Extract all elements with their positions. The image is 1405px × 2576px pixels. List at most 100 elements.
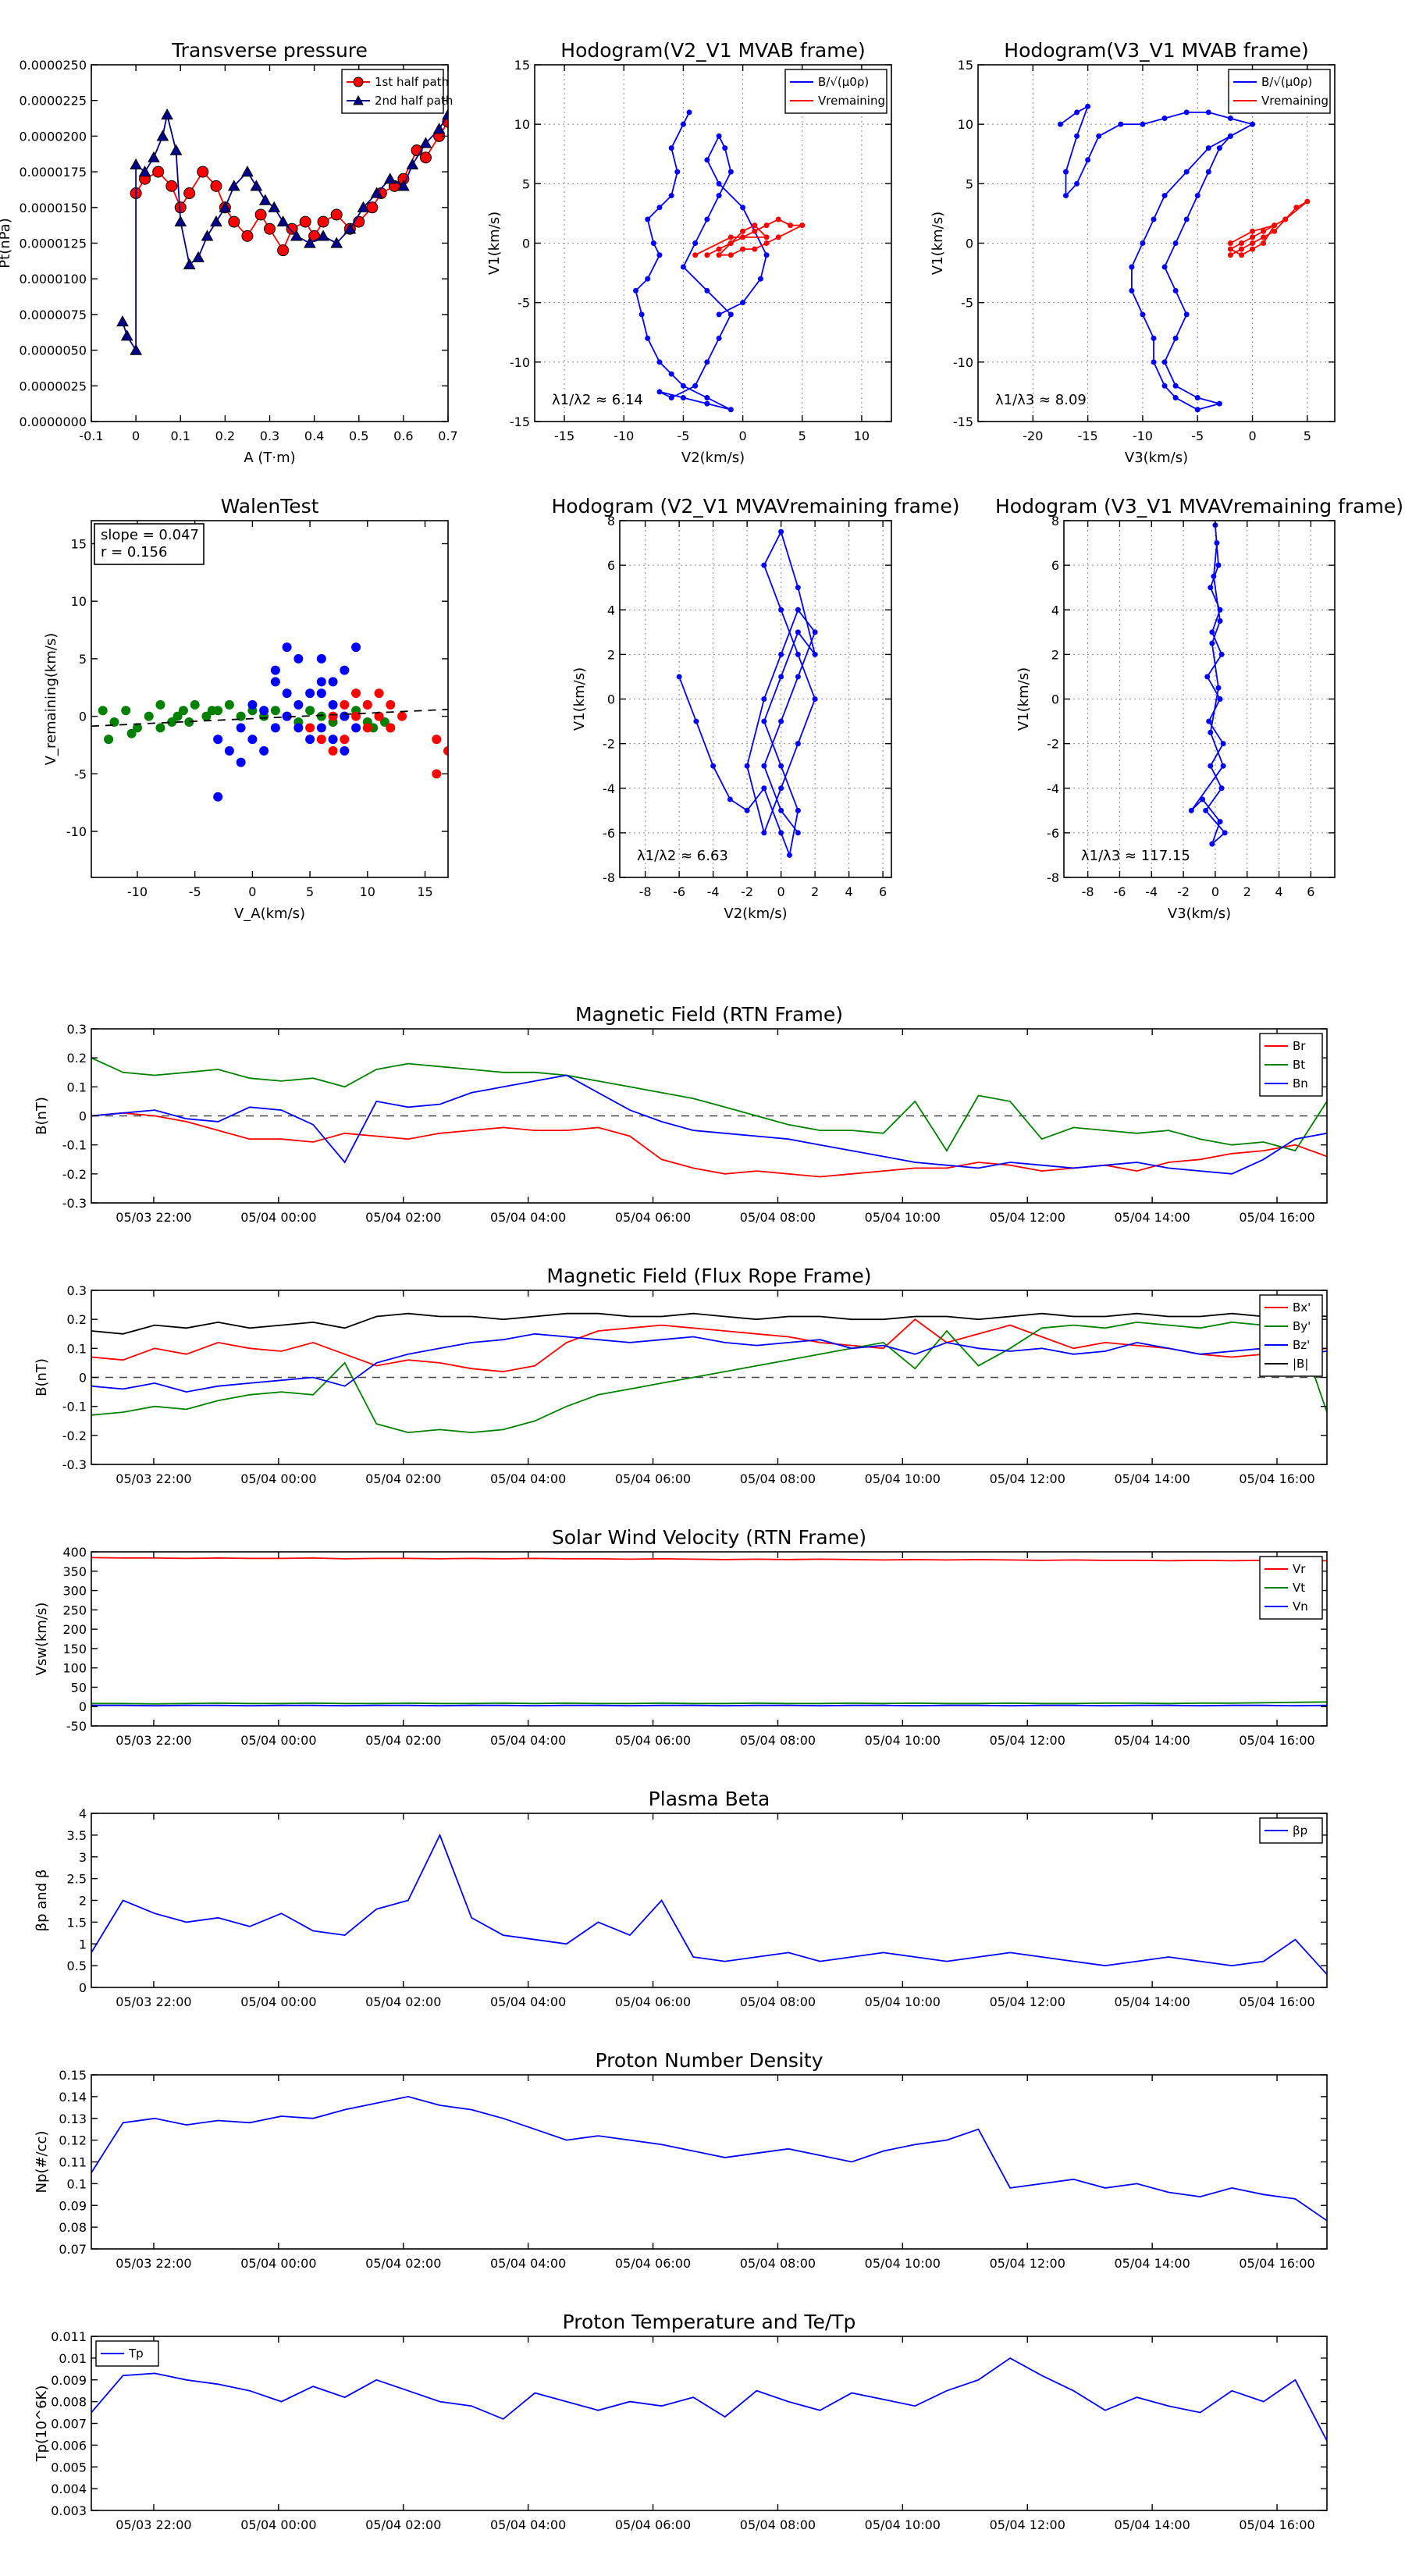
x-tick-label: 05/04 10:00 [865,1733,941,1748]
data-point [317,215,329,228]
data-point [787,852,792,858]
data-point [299,215,311,228]
data-point [1140,121,1146,127]
x-tick-label: 05/04 06:00 [615,1733,691,1748]
data-point [1151,359,1157,365]
data-point [740,246,746,252]
data-point [351,642,361,653]
y-axis-label: V1(km/s) [486,212,503,275]
data-point [778,718,784,724]
y-axis-label: βp and β [34,1870,50,1932]
y-tick-label: 2 [1051,647,1059,662]
y-tick-label: 0 [607,692,615,707]
data-point [1238,240,1244,246]
y-tick-label: 0.2 [67,1051,87,1066]
y-tick-label: 10 [958,117,973,132]
x-tick-label: 05/04 04:00 [490,1733,566,1748]
data-point [1250,240,1256,246]
legend-label: Tp [128,2347,144,2361]
x-axis-label: V2(km/s) [724,906,787,922]
data-point [270,706,280,716]
y-tick-label: 0.2 [67,1312,87,1327]
data-point [656,252,663,258]
y-tick-label: 0.005 [51,2460,87,2475]
x-tick-label: -20 [1023,429,1043,443]
y-tick-label: 150 [62,1642,87,1656]
data-point [224,745,234,756]
x-tick-label: 05/04 16:00 [1239,1733,1314,1748]
x-tick-label: 05/04 16:00 [1239,1471,1314,1486]
legend-box [341,69,444,114]
x-tick-label: 5 [1304,429,1311,443]
data-point [130,158,142,170]
data-point [152,165,165,178]
y-tick-label: 8 [1051,514,1059,528]
fit-line [91,708,448,728]
series-line-B/√(μ0ρ) [635,112,767,411]
y-tick-label: 0 [522,237,530,251]
legend-label: Vn [1293,1599,1308,1614]
data-point [126,728,137,738]
data-point [761,785,767,792]
x-tick-label: 05/04 16:00 [1239,1210,1314,1225]
data-point [1211,573,1217,579]
y-tick-label: -10 [66,824,87,839]
y-tick-label: 0.0000075 [19,308,87,322]
data-point [397,711,407,721]
data-point [432,735,442,745]
data-point [668,371,674,377]
x-tick-label: 05/04 02:00 [365,2517,441,2532]
data-point [1250,228,1256,234]
data-point [680,264,686,270]
data-point [328,677,338,687]
x-axis-label: V_A(km/s) [234,906,305,922]
data-point [167,717,177,727]
chart-title: Proton Temperature and Te/Tp [563,2311,856,2333]
y-tick-label: 4 [607,603,615,617]
data-layer [91,1557,1327,1707]
data-point [1217,607,1223,613]
data-point [1238,252,1244,258]
y-axis-label: V1(km/s) [571,667,588,731]
y-tick-label: -0.1 [62,1400,87,1414]
y-tick-label: 8 [607,514,615,528]
data-point [668,145,674,151]
y-tick-label: 5 [79,652,87,667]
y-tick-label: 100 [62,1661,87,1676]
data-point [328,699,338,710]
x-tick-label: 05/04 06:00 [615,1210,691,1225]
data-point [282,642,292,653]
y-tick-label: 1 [79,1937,87,1952]
x-tick-label: -4 [1145,884,1158,899]
data-point [290,229,303,241]
data-point [1205,109,1211,116]
data-point [201,711,212,721]
x-axis-label: A (T·m) [244,450,295,466]
legend-label: Vt [1293,1581,1305,1595]
x-tick-label: 0.3 [260,429,279,443]
data-point [1062,193,1069,199]
data-point [795,651,801,657]
data-point [1194,193,1200,199]
x-tick-label: 10 [360,884,375,899]
data-point [795,585,801,591]
series-line-βp [91,1833,1327,1975]
data-point [704,395,710,401]
y-tick-label: 0.0000025 [19,379,87,393]
data-point [704,359,710,365]
data-point [1172,335,1179,341]
y-tick-label: 0.13 [59,2112,87,2126]
x-tick-label: 0.4 [304,429,324,443]
data-point [120,329,133,341]
data-point [362,699,372,710]
data-point [1118,121,1124,127]
x-tick-label: -10 [614,429,634,443]
x-tick-label: 05/04 16:00 [1239,2256,1314,2271]
x-tick-label: 05/04 08:00 [740,1210,816,1225]
data-point [1293,205,1300,211]
data-point [716,246,722,252]
data-point [775,234,781,240]
data-point [795,807,801,813]
y-tick-label: -0.2 [62,1429,87,1443]
